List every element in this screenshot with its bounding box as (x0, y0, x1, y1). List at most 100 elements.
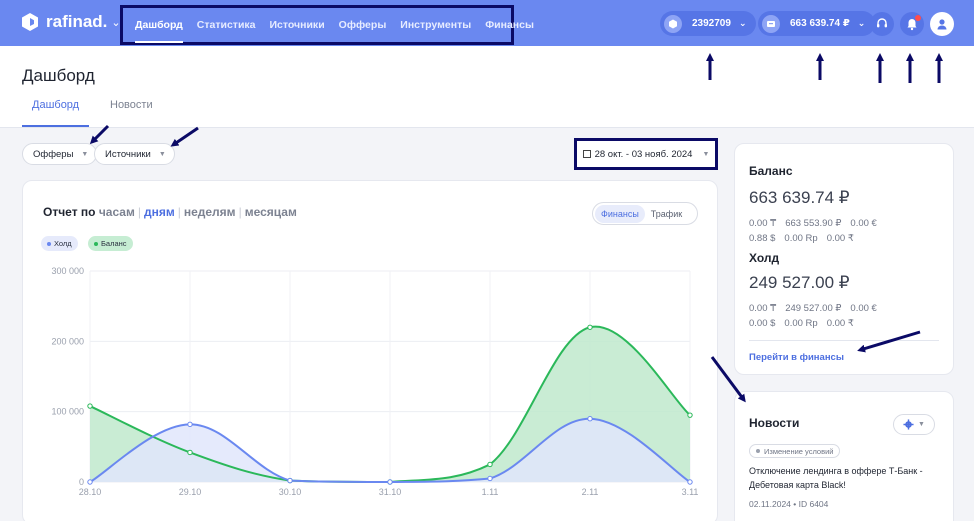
legend-balance-label: Баланс (101, 239, 127, 248)
currency-value: 0.00 ₸ (749, 303, 777, 314)
logo-text: rafinad. (46, 12, 108, 31)
header-balance: 663 639.74 ₽ (790, 18, 850, 29)
period-weeks[interactable]: неделям (183, 205, 236, 219)
balance-currencies-row1: 0.00 ₸ 663 553.90 ₽ 0.00 € (749, 218, 886, 229)
chevron-down-icon: ⌄ (738, 18, 747, 28)
wallet-icon (762, 14, 780, 33)
nav-item-finance[interactable]: Финансы (485, 19, 534, 31)
x-tick-label: 28.10 (79, 487, 102, 497)
hold-currencies-row2: 0.00 $ 0.00 Rp 0.00 ₹ (749, 318, 863, 329)
gear-icon (903, 419, 914, 430)
data-point (187, 421, 193, 428)
chevron-down-icon[interactable]: ⌄ (111, 16, 121, 29)
x-tick-label: 29.10 (179, 487, 202, 497)
legend-hold[interactable]: Холд (41, 236, 78, 251)
news-item-meta: 02.11.2024 • ID 6404 (749, 499, 829, 509)
profile-button[interactable] (930, 12, 954, 36)
news-settings-button[interactable]: ▼ (893, 414, 935, 435)
data-point (387, 479, 393, 485)
annotation-arrow (89, 124, 110, 145)
toggle-traffic[interactable]: Трафик (650, 208, 683, 219)
nav-item-sources[interactable]: Источники (269, 19, 325, 31)
report-title: Отчет по часам | дням | неделям | месяцам (43, 205, 297, 219)
x-tick-label: 2.11 (582, 487, 599, 497)
data-point (87, 403, 93, 409)
sources-filter-label: Источники (105, 148, 151, 160)
y-tick-label: 0 (79, 477, 84, 487)
calendar-icon (582, 150, 591, 158)
go-to-finance-link[interactable]: Перейти в финансы (749, 352, 844, 363)
page-header: Дашборд Дашборд Новости (0, 46, 974, 128)
date-range-picker[interactable]: 28 окт. - 03 нояб. 2024 ▼ (574, 138, 718, 170)
currency-value: 0.00 ₹ (826, 233, 854, 244)
legend-dot (47, 241, 51, 246)
balance-currencies-row2: 0.88 $ 0.00 Rp 0.00 ₹ (749, 233, 863, 244)
data-point (187, 449, 193, 456)
balance-card: Баланс 663 639.74 ₽ 0.00 ₸ 663 553.90 ₽0.… (734, 143, 954, 375)
currency-value: 663 553.90 ₽ (785, 218, 842, 229)
nav-item-offers[interactable]: Офферы (338, 19, 387, 31)
cube-icon (664, 14, 682, 33)
news-card: Новости ▼ Изменение условий Отключение л… (734, 391, 954, 521)
series-area (90, 418, 690, 482)
main-nav: Дашборд Статистика Источники Офферы Инст… (120, 5, 534, 45)
x-tick-label: 3.11 (682, 487, 699, 497)
currency-value: 0.00 € (850, 218, 877, 229)
balance-title: Баланс (749, 164, 793, 178)
data-point (687, 479, 693, 485)
data-point (587, 324, 593, 330)
tag-dot (756, 449, 760, 453)
y-tick-label: 200 000 (51, 336, 84, 346)
report-card: Отчет по часам | дням | неделям | месяцам Фина… (22, 180, 718, 521)
data-point (687, 412, 693, 418)
logo[interactable]: rafinad. ⌄ (20, 12, 121, 32)
nav-item-dashboard[interactable]: Дашборд (135, 19, 183, 43)
offers-filter[interactable]: Офферы ▼ (22, 143, 98, 165)
legend-balance[interactable]: Баланс (88, 236, 133, 251)
user-icon (937, 19, 947, 30)
period-months[interactable]: месяцам (244, 205, 297, 219)
date-range-label: 28 окт. - 03 нояб. 2024 (594, 148, 693, 160)
toggle-finance[interactable]: Финансы (595, 204, 645, 223)
news-title: Новости (749, 416, 800, 430)
x-tick-label: 31.10 (379, 487, 402, 497)
chevron-down-icon: ⌄ (857, 18, 866, 28)
logo-mark-icon (22, 13, 38, 31)
sources-filter[interactable]: Источники ▼ (94, 143, 175, 165)
currency-value: 0.00 ₹ (826, 318, 854, 329)
data-point (587, 416, 593, 422)
account-id: 2392709 (692, 18, 731, 29)
hold-title: Холд (749, 251, 780, 265)
top-bar: rafinad. ⌄ Дашборд Статистика Источники … (0, 0, 974, 46)
divider (749, 340, 939, 341)
period-hours[interactable]: часам (98, 205, 135, 219)
caret-down-icon: ▼ (918, 421, 925, 428)
support-button[interactable] (870, 12, 894, 36)
data-point (287, 477, 293, 484)
tab-dashboard[interactable]: Дашборд (21, 99, 90, 127)
caret-down-icon: ▼ (702, 150, 710, 158)
nav-item-tools[interactable]: Инструменты (400, 19, 472, 31)
tab-news[interactable]: Новости (110, 99, 153, 111)
notifications-button[interactable] (900, 12, 924, 36)
period-days[interactable]: дням (143, 205, 175, 219)
nav-item-statistics[interactable]: Статистика (196, 19, 256, 31)
news-tag: Изменение условий (749, 444, 841, 458)
currency-value: 0.00 Rp (784, 233, 818, 244)
offers-filter-label: Офферы (33, 148, 74, 160)
account-id-selector[interactable]: 2392709 ⌄ (660, 11, 757, 36)
bell-icon (907, 19, 917, 31)
x-tick-label: 1.11 (482, 487, 499, 497)
notification-dot (915, 15, 921, 21)
y-tick-label: 300 000 (51, 266, 84, 276)
balance-selector[interactable]: 663 639.74 ₽ ⌄ (758, 11, 876, 36)
legend-hold-label: Холд (54, 239, 72, 248)
currency-value: 0.00 Rp (784, 318, 818, 329)
hold-currencies-row1: 0.00 ₸ 249 527.00 ₽ 0.00 € (749, 303, 886, 314)
news-tag-label: Изменение условий (764, 446, 834, 456)
data-point (487, 475, 493, 482)
legend-dot (94, 241, 98, 246)
currency-value: 249 527.00 ₽ (785, 303, 842, 314)
news-item-text[interactable]: Отключение лендинга в оффере Т-Банк - Де… (749, 466, 923, 490)
data-point (87, 479, 93, 485)
